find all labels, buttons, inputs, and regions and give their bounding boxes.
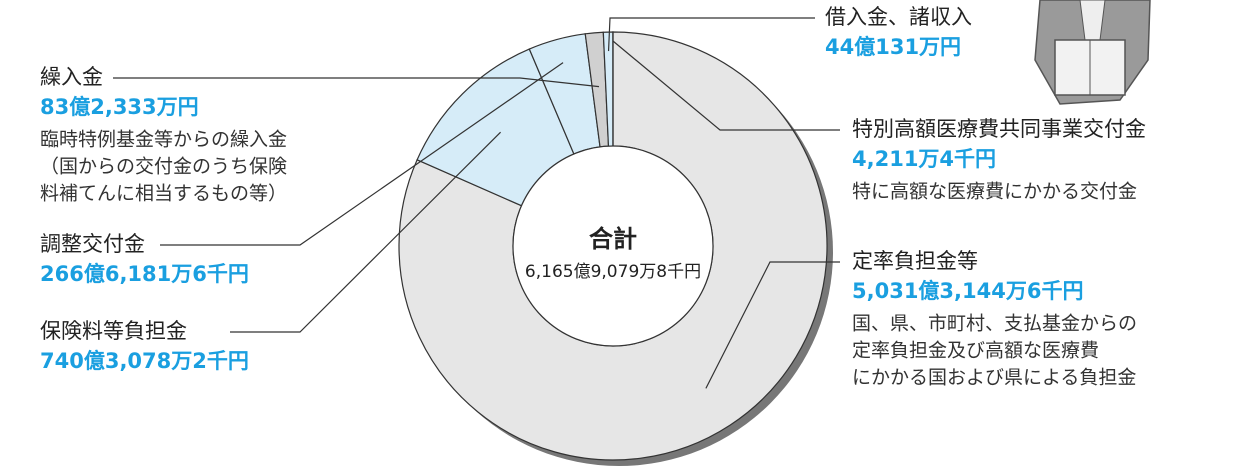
slice-name: 繰入金: [40, 65, 103, 89]
slice-name: 借入金、諸収入: [825, 5, 972, 29]
slice-name: 特別高額医療費共同事業交付金: [852, 117, 1146, 141]
slice-name: 定率負担金等: [852, 249, 978, 273]
slice-description: （国からの交付金のうち保険: [40, 156, 287, 178]
center-title: 合計: [589, 225, 637, 253]
slice-description: にかかる国および県による負担金: [852, 367, 1136, 389]
slice-value: 266億6,181万6千円: [40, 262, 249, 286]
slice-name: 保険料等負担金: [40, 319, 187, 343]
slice-name: 調整交付金: [40, 232, 145, 256]
slice-description: 料補てんに相当するもの等）: [40, 183, 287, 205]
slice-description: 国、県、市町村、支払基金からの: [852, 313, 1137, 335]
slice-value: 4,211万4千円: [852, 147, 996, 171]
slice-value: 83億2,333万円: [40, 95, 199, 119]
page: 合計 6,165億9,079万8千円 定率負担金等 5,031億3,144万6千円国、…: [0, 0, 1248, 476]
slice-description: 定率負担金及び高額な医療費: [852, 340, 1099, 362]
slice-description: 特に高額な医療費にかかる交付金: [852, 181, 1137, 203]
clipart: [1035, 0, 1150, 104]
slice-value: 740億3,078万2千円: [40, 349, 249, 373]
center-value: 6,165億9,079万8千円: [525, 262, 701, 282]
slice-value: 5,031億3,144万6千円: [852, 279, 1083, 303]
chart: 合計 6,165億9,079万8千円 定率負担金等 5,031億3,144万6千円国、…: [0, 0, 1248, 476]
slice-value: 44億131万円: [825, 35, 961, 59]
slice-description: 臨時特例基金等からの繰入金: [40, 129, 287, 151]
